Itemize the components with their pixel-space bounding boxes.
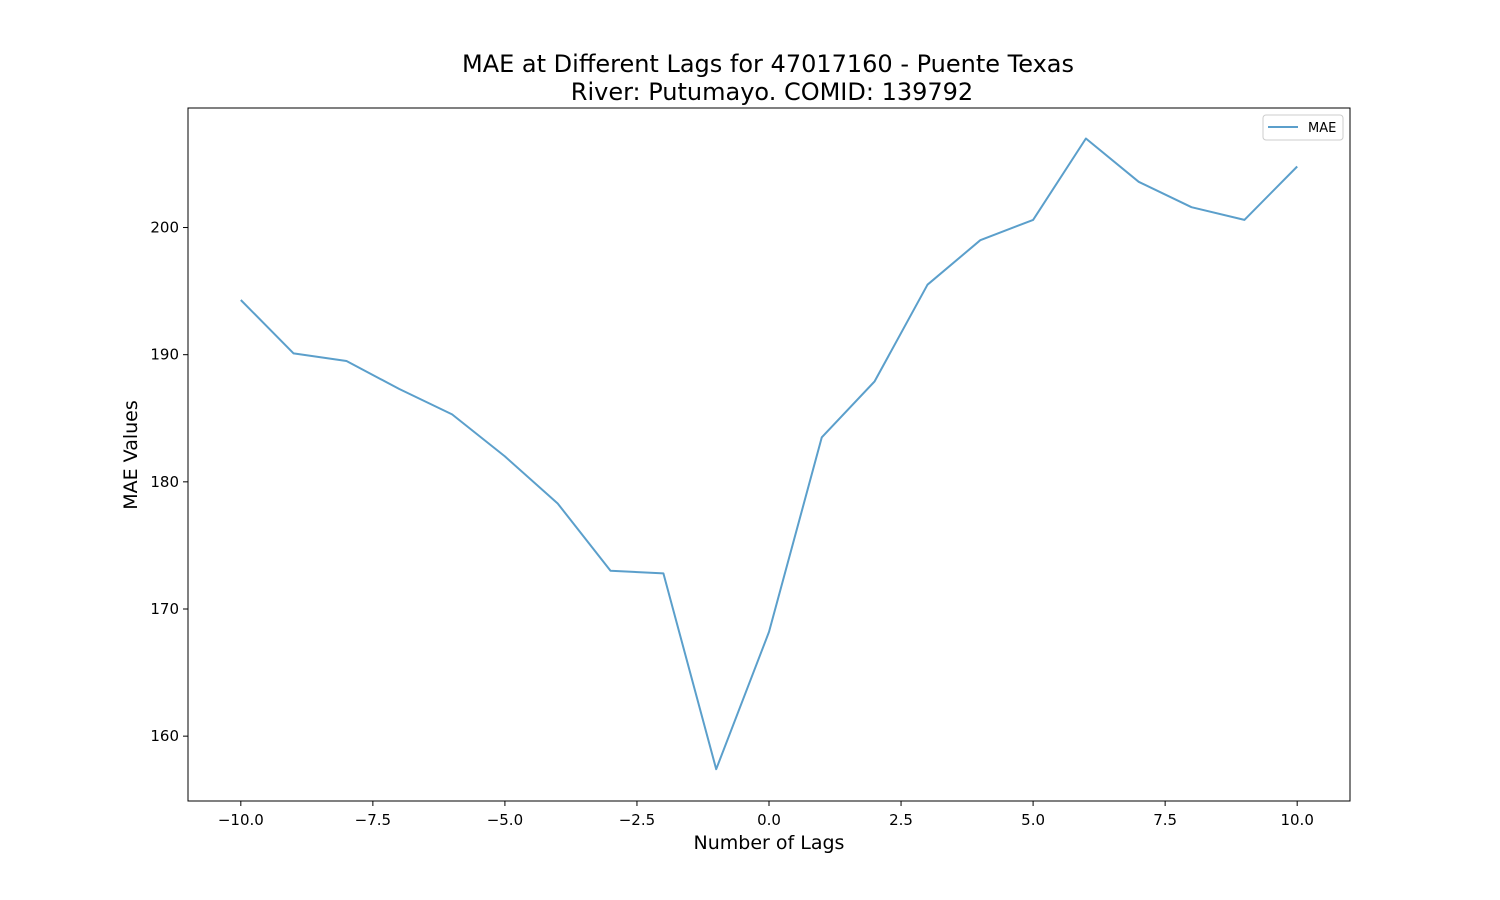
x-tick-label: 10.0 [1280, 811, 1313, 829]
chart-title: MAE at Different Lags for 47017160 - Pue… [462, 50, 1074, 78]
x-axis-ticks: −10.0 −7.5 −5.0 −2.5 0.0 2.5 5.0 7.5 10.0 [218, 801, 1314, 829]
legend: MAE [1262, 114, 1344, 141]
chart-subtitle: River: Putumayo. COMID: 139792 [571, 78, 973, 106]
x-tick-label: 7.5 [1153, 811, 1177, 829]
legend-label-mae: MAE [1308, 121, 1336, 136]
y-tick-label: 190 [150, 346, 179, 364]
x-tick-label: 5.0 [1021, 811, 1045, 829]
y-tick-label: 180 [150, 473, 179, 491]
y-tick-label: 160 [150, 727, 179, 745]
x-tick-label: −10.0 [218, 811, 264, 829]
y-tick-label: 170 [150, 600, 179, 618]
y-axis-ticks: 160 170 180 190 200 [150, 219, 188, 745]
x-tick-label: −5.0 [487, 811, 523, 829]
x-tick-label: 2.5 [889, 811, 913, 829]
x-tick-label: 0.0 [757, 811, 781, 829]
x-tick-label: −2.5 [619, 811, 655, 829]
y-tick-label: 200 [150, 219, 179, 237]
legend-box [1262, 114, 1344, 141]
x-axis-label: Number of Lags [694, 832, 845, 854]
x-tick-label: −7.5 [355, 811, 391, 829]
y-axis-label: MAE Values [120, 400, 142, 510]
series-line-mae [240, 137, 1298, 771]
